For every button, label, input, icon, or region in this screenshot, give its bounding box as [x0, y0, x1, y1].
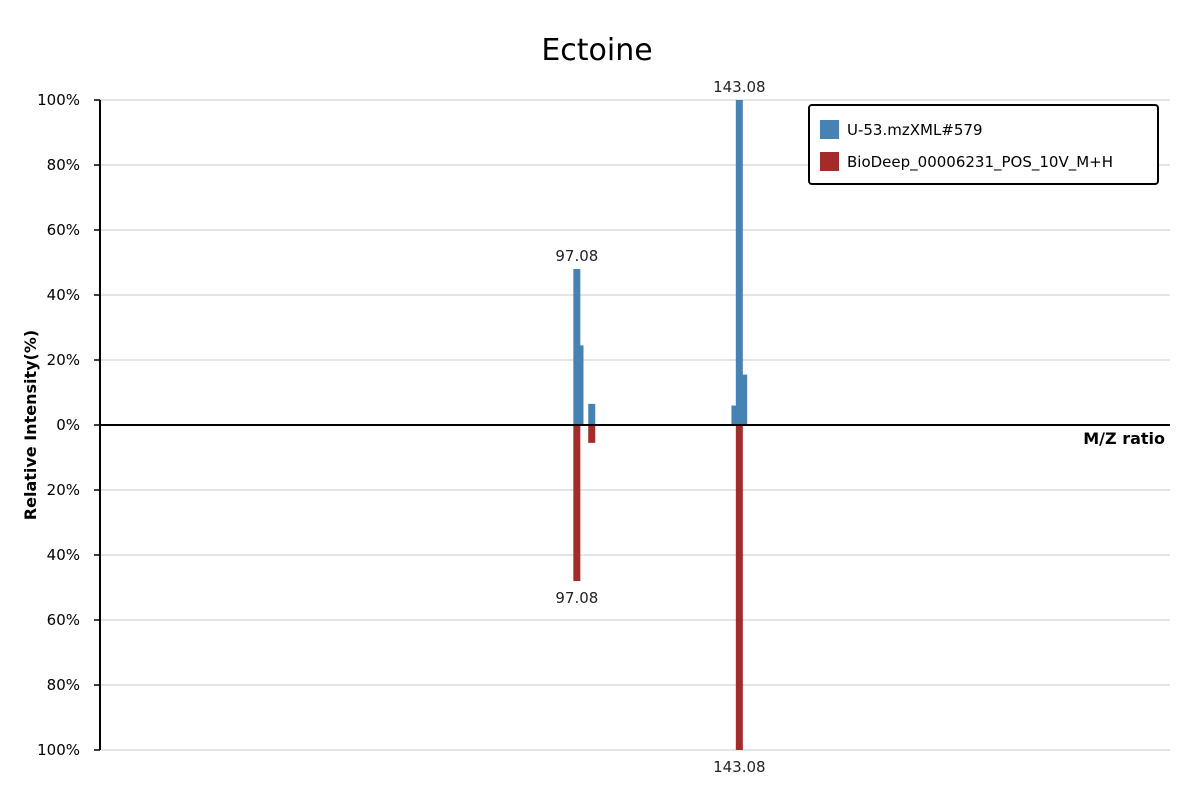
y-tick-label: 0% [56, 416, 80, 434]
legend-box [808, 104, 1159, 185]
legend-label-reference: BioDeep_00006231_POS_10V_M+H [847, 153, 1113, 172]
y-tick-label: 100% [37, 91, 80, 109]
legend-swatch-reference [820, 152, 839, 171]
y-axis-ticks: 100% 80% 60% 40% 20% 0% 20% 40% 60% 80% 100% [37, 91, 100, 759]
y-axis-title: Relative Intensity(%) [21, 330, 40, 520]
y-tick-label: 100% [37, 741, 80, 759]
y-tick-label: 40% [47, 286, 80, 304]
sample-peak-bar [576, 345, 584, 425]
legend-swatch-sample [820, 120, 839, 139]
reference-peak-label: 143.08 [713, 758, 766, 776]
reference-peak-bar [588, 425, 596, 443]
y-tick-label: 60% [47, 611, 80, 629]
sample-peak-bar [588, 403, 596, 425]
y-tick-label: 20% [47, 351, 80, 369]
legend: U-53.mzXML#579 BioDeep_00006231_POS_10V_… [808, 104, 1159, 185]
reference-peak-bar [735, 425, 743, 750]
sample-peak-bar [731, 405, 739, 425]
grid-lines [100, 99, 1170, 751]
x-axis-title: M/Z ratio [1083, 429, 1165, 448]
y-tick-label: 20% [47, 481, 80, 499]
chart-title: Ectoine [541, 33, 652, 68]
legend-label-sample: U-53.mzXML#579 [847, 121, 983, 139]
spectrum-bars [573, 100, 748, 750]
y-tick-label: 40% [47, 546, 80, 564]
y-tick-label: 80% [47, 676, 80, 694]
y-tick-label: 80% [47, 156, 80, 174]
reference-peak-label: 97.08 [555, 589, 598, 607]
sample-peak-bar [735, 100, 743, 425]
reference-peak-bar [573, 425, 581, 581]
y-tick-label: 60% [47, 221, 80, 239]
peak-labels: 97.08 143.08 97.08 143.08 [555, 78, 765, 776]
sample-peak-label: 143.08 [713, 78, 766, 96]
sample-peak-label: 97.08 [555, 247, 598, 265]
sample-peak-bar [740, 374, 748, 425]
axes [99, 100, 1170, 750]
